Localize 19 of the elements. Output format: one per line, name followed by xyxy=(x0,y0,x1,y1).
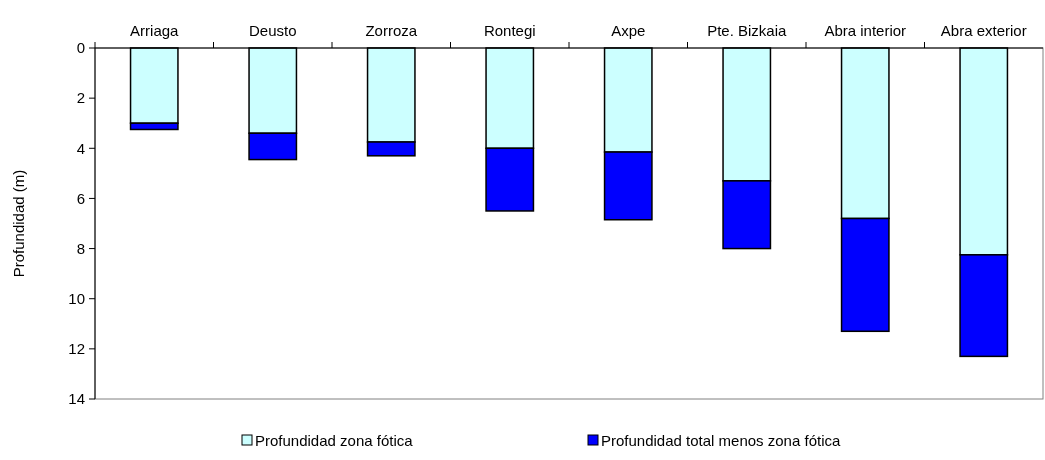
x-tick-label: Axpe xyxy=(611,22,646,39)
x-tick-label: Pte. Bizkaia xyxy=(707,22,787,39)
legend-label: Profundidad zona fótica xyxy=(255,432,414,449)
x-tick-label: Rontegi xyxy=(483,22,536,39)
y-tick-label: 8 xyxy=(76,239,85,257)
x-tick-label: Deusto xyxy=(248,22,297,39)
y-tick-label: 6 xyxy=(76,189,85,207)
x-tick-label: Arriaga xyxy=(130,22,180,39)
y-tick-label: 10 xyxy=(68,289,85,307)
y-tick-label: 14 xyxy=(68,390,85,408)
y-axis-title: Profundidad (m) xyxy=(10,169,27,278)
x-tick-label: Abra exterior xyxy=(940,22,1027,39)
y-tick-label: 0 xyxy=(76,39,85,57)
x-tick-label: Abra interior xyxy=(824,22,907,39)
x-tick-label: Zorroza xyxy=(365,22,418,39)
y-tick-label: 2 xyxy=(76,89,85,107)
y-tick-label: 4 xyxy=(76,139,85,157)
y-tick-label: 12 xyxy=(68,340,85,358)
legend-label: Profundidad total menos zona fótica xyxy=(601,432,841,449)
